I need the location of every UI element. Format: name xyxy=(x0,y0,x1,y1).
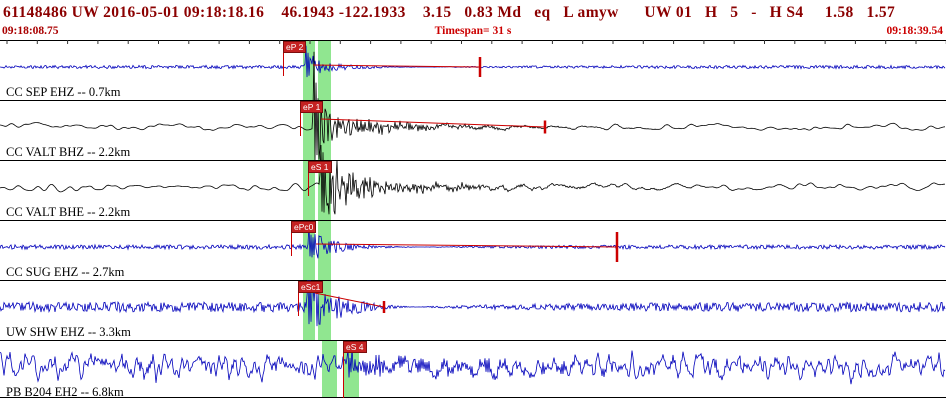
pick-flag[interactable]: eP 2 xyxy=(283,41,307,53)
station-label: CC SUG EHZ -- 2.7km xyxy=(6,265,125,279)
waveform-plot-area: eP 2 eP 1 eS 1 ePc0 eSc1 eS 4 CC SEP EHZ… xyxy=(0,40,946,400)
waveform-canvas[interactable] xyxy=(0,40,946,400)
station-label: UW SHW EHZ -- 3.3km xyxy=(6,325,131,339)
station-label: PB B204 EH2 -- 6.8km xyxy=(6,385,124,399)
pick-flag[interactable]: ePc0 xyxy=(291,221,317,233)
pick-flag[interactable]: eS 4 xyxy=(343,341,367,353)
pick-flag[interactable]: eP 1 xyxy=(300,101,324,113)
timespan-label: Timespan= 31 s xyxy=(434,25,512,37)
time-ruler-bar: 09:18:08.75 Timespan= 31 s 09:18:39.54 xyxy=(0,25,946,40)
pick-flag[interactable]: eSc1 xyxy=(298,281,324,293)
station-label: CC VALT BHZ -- 2.2km xyxy=(6,145,131,159)
pick-flag[interactable]: eS 1 xyxy=(308,161,332,173)
event-summary-line: 61148486 UW 2016-05-01 09:18:18.16 46.19… xyxy=(3,4,896,21)
window-start-time: 09:18:08.75 xyxy=(2,25,59,37)
station-label: CC SEP EHZ -- 0.7km xyxy=(6,85,121,99)
station-label: CC VALT BHE -- 2.2km xyxy=(6,205,131,219)
window-end-time: 09:18:39.54 xyxy=(886,25,943,37)
